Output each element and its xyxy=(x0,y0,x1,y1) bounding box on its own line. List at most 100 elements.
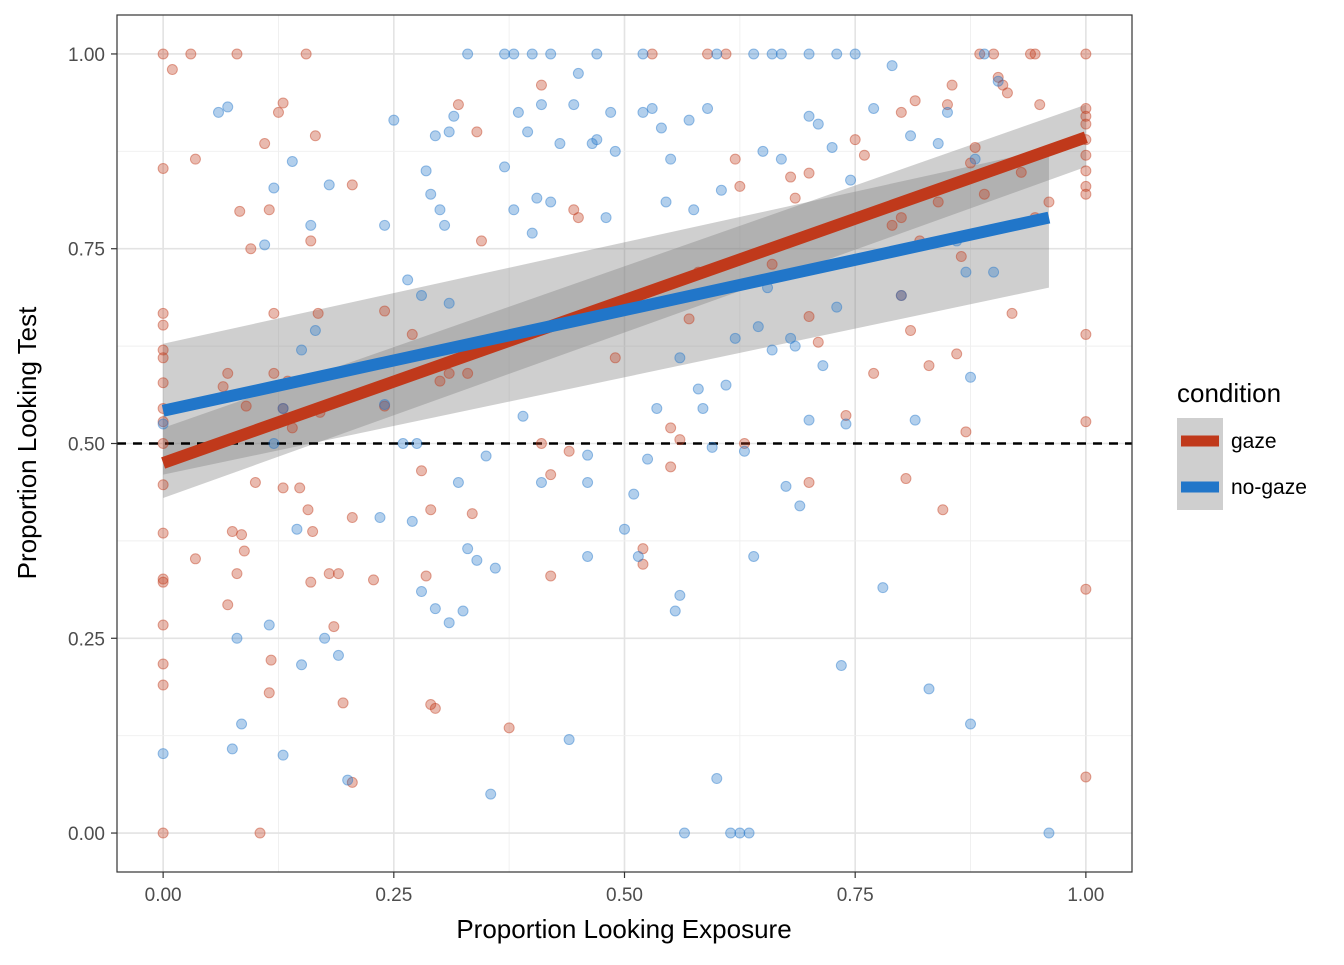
point-gaze xyxy=(803,167,815,179)
point-gaze xyxy=(236,529,248,541)
x-tick-label: 0.00 xyxy=(145,885,182,906)
point-gaze xyxy=(312,307,324,319)
point-gaze xyxy=(909,95,921,107)
point-no-gaze xyxy=(457,605,469,617)
point-no-gaze xyxy=(817,360,829,372)
point-gaze xyxy=(157,377,169,389)
point-no-gaze xyxy=(402,274,414,286)
point-no-gaze xyxy=(674,589,686,601)
point-no-gaze xyxy=(642,453,654,465)
point-gaze xyxy=(305,235,317,247)
point-gaze xyxy=(466,508,478,520)
point-no-gaze xyxy=(674,352,686,364)
point-gaze xyxy=(978,188,990,200)
point-gaze xyxy=(720,48,732,60)
point-gaze xyxy=(503,722,515,734)
point-gaze xyxy=(803,311,815,323)
x-tick-label: 0.50 xyxy=(606,885,643,906)
point-gaze xyxy=(337,697,349,709)
point-no-gaze xyxy=(157,748,169,760)
point-gaze xyxy=(665,461,677,473)
point-gaze xyxy=(277,482,289,494)
point-no-gaze xyxy=(711,48,723,60)
point-gaze xyxy=(157,352,169,364)
point-gaze xyxy=(157,827,169,839)
point-no-gaze xyxy=(905,130,917,142)
point-no-gaze xyxy=(669,605,681,617)
point-gaze xyxy=(189,153,201,165)
point-gaze xyxy=(1080,188,1092,200)
point-gaze xyxy=(729,153,741,165)
point-gaze xyxy=(277,97,289,109)
point-no-gaze xyxy=(803,414,815,426)
point-no-gaze xyxy=(923,683,935,695)
point-gaze xyxy=(1080,102,1092,114)
point-no-gaze xyxy=(738,445,750,457)
point-gaze xyxy=(1025,48,1036,60)
point-no-gaze xyxy=(660,196,672,208)
point-no-gaze xyxy=(332,649,344,661)
point-gaze xyxy=(328,621,340,633)
point-no-gaze xyxy=(263,619,275,631)
point-no-gaze xyxy=(485,788,497,800)
point-no-gaze xyxy=(734,827,746,839)
point-gaze xyxy=(462,367,474,379)
point-no-gaze xyxy=(831,301,843,313)
point-no-gaze xyxy=(286,155,298,167)
point-no-gaze xyxy=(471,554,483,566)
point-no-gaze xyxy=(231,632,243,644)
x-tick-label: 0.25 xyxy=(375,885,412,906)
point-no-gaze xyxy=(291,523,303,535)
point-gaze xyxy=(443,367,455,379)
point-no-gaze xyxy=(517,410,529,422)
point-no-gaze xyxy=(277,749,289,761)
point-gaze xyxy=(840,409,852,421)
point-gaze xyxy=(475,235,487,247)
legend-label-gaze: gaze xyxy=(1231,430,1277,453)
point-gaze xyxy=(429,702,441,714)
point-gaze xyxy=(307,526,319,538)
point-gaze xyxy=(416,465,427,477)
point-no-gaze xyxy=(785,332,797,344)
point-gaze xyxy=(1080,110,1092,122)
point-gaze xyxy=(941,99,953,111)
point-no-gaze xyxy=(619,523,630,535)
point-gaze xyxy=(379,305,391,317)
point-gaze xyxy=(988,48,1000,60)
fit-lines xyxy=(161,131,1088,469)
point-gaze xyxy=(222,599,234,611)
point-gaze xyxy=(157,619,169,631)
point-no-gaze xyxy=(868,102,880,114)
point-no-gaze xyxy=(748,550,760,562)
point-no-gaze xyxy=(429,130,441,142)
point-gaze xyxy=(234,205,246,217)
legend-title: condition xyxy=(1177,378,1281,408)
point-gaze xyxy=(674,434,686,446)
point-no-gaze xyxy=(646,102,658,114)
point-no-gaze xyxy=(305,219,317,231)
point-gaze xyxy=(157,48,169,60)
point-gaze xyxy=(157,438,169,449)
point-gaze xyxy=(222,367,234,379)
point-no-gaze xyxy=(803,48,815,60)
point-no-gaze xyxy=(637,48,649,60)
x-tick-label: 0.75 xyxy=(837,885,874,906)
point-no-gaze xyxy=(439,219,451,231)
point-gaze xyxy=(1043,196,1055,208)
point-no-gaze xyxy=(697,402,709,414)
point-no-gaze xyxy=(831,48,843,60)
y-tick-label: 0.50 xyxy=(68,435,105,456)
point-gaze xyxy=(895,289,907,301)
point-gaze xyxy=(226,526,238,538)
point-gaze xyxy=(1006,307,1018,319)
point-gaze xyxy=(346,776,358,788)
point-gaze xyxy=(905,325,917,337)
point-no-gaze xyxy=(508,48,520,60)
point-no-gaze xyxy=(582,476,594,488)
point-no-gaze xyxy=(992,75,1004,87)
point-no-gaze xyxy=(572,67,584,79)
point-no-gaze xyxy=(812,118,824,130)
point-no-gaze xyxy=(803,110,815,122)
point-no-gaze xyxy=(508,204,520,216)
